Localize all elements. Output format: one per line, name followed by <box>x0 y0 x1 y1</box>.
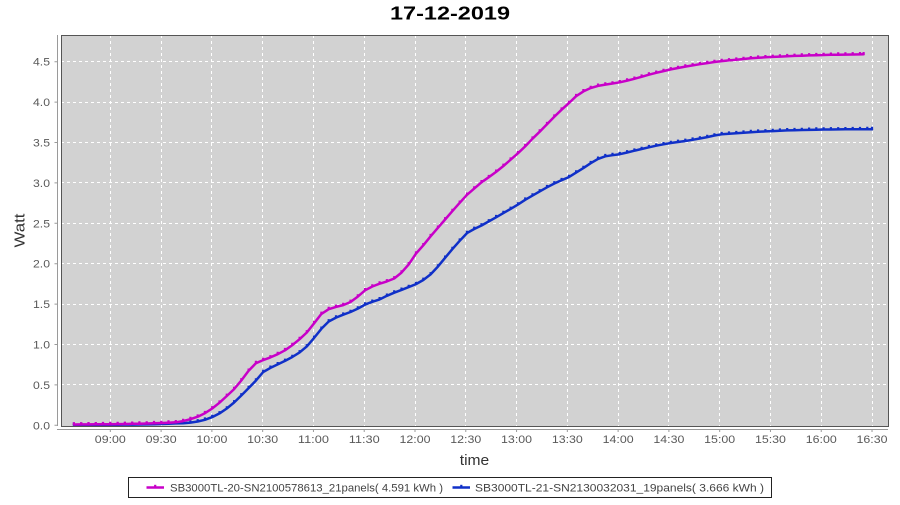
svg-text:3.5: 3.5 <box>33 138 50 150</box>
svg-text:12:30: 12:30 <box>450 434 481 446</box>
svg-text:13:30: 13:30 <box>552 434 583 446</box>
svg-text:11:00: 11:00 <box>298 434 329 446</box>
svg-text:09:30: 09:30 <box>146 434 177 446</box>
svg-text:Watt: Watt <box>13 214 29 248</box>
svg-text:09:00: 09:00 <box>95 434 126 446</box>
svg-text:12:00: 12:00 <box>400 434 431 446</box>
svg-text:2.5: 2.5 <box>33 218 50 230</box>
svg-text:15:30: 15:30 <box>755 434 786 446</box>
svg-text:SB3000TL-21-SN2130032031_19pan: SB3000TL-21-SN2130032031_19panels( 3.666… <box>475 483 764 495</box>
svg-text:10:30: 10:30 <box>247 434 278 446</box>
svg-text:2.0: 2.0 <box>33 259 50 271</box>
svg-text:13:00: 13:00 <box>501 434 532 446</box>
svg-text:16:30: 16:30 <box>857 434 888 446</box>
svg-text:4.0: 4.0 <box>33 97 50 109</box>
svg-text:1.0: 1.0 <box>33 340 50 352</box>
svg-text:time: time <box>460 453 490 469</box>
svg-text:11:30: 11:30 <box>349 434 380 446</box>
svg-text:14:30: 14:30 <box>653 434 684 446</box>
svg-text:0.5: 0.5 <box>33 380 50 392</box>
svg-text:17-12-2019: 17-12-2019 <box>390 3 510 24</box>
svg-text:15:00: 15:00 <box>704 434 735 446</box>
svg-text:3.0: 3.0 <box>33 178 50 190</box>
svg-text:0.0: 0.0 <box>33 420 50 432</box>
svg-text:SB3000TL-20-SN2100578613_21pan: SB3000TL-20-SN2100578613_21panels( 4.591… <box>170 483 443 495</box>
svg-text:16:00: 16:00 <box>806 434 837 446</box>
svg-text:14:00: 14:00 <box>603 434 634 446</box>
svg-text:1.5: 1.5 <box>33 299 50 311</box>
svg-text:10:00: 10:00 <box>196 434 227 446</box>
svg-text:4.5: 4.5 <box>33 57 50 69</box>
